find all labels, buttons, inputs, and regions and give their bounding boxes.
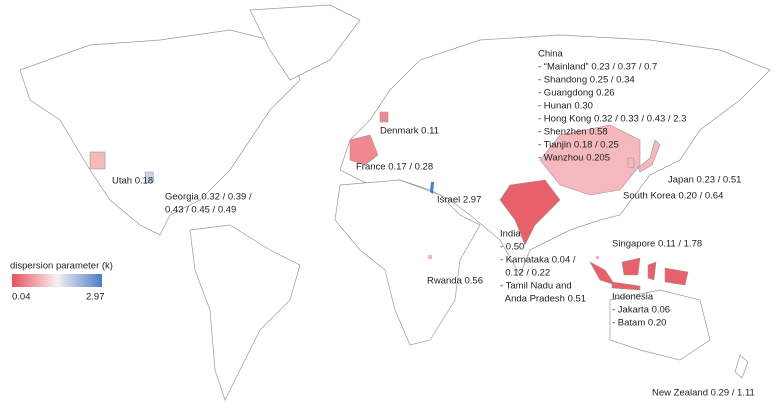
legend-gradient bbox=[12, 274, 102, 287]
annotation-line: Georgia 0.32 / 0.39 / bbox=[165, 191, 252, 202]
japan bbox=[637, 139, 661, 173]
south-america bbox=[189, 224, 301, 401]
denmark bbox=[379, 111, 389, 123]
highlighted-regions bbox=[89, 111, 689, 291]
annotation-line: Utah 0.18 bbox=[112, 175, 153, 186]
australia bbox=[609, 289, 711, 361]
china bbox=[539, 124, 641, 196]
legend-max: 2.97 bbox=[86, 291, 105, 302]
africa bbox=[334, 179, 481, 346]
south-korea bbox=[627, 157, 635, 169]
annotation-line: 0.43 / 0.45 / 0.49 bbox=[165, 204, 236, 215]
new-zealand bbox=[734, 354, 749, 379]
annotations: China - “Mainland” 0.23 / 0.37 / 0.7 - Sha… bbox=[112, 48, 755, 398]
annotation-line: - Batam 0.20 bbox=[612, 317, 666, 328]
annotation-line: France 0.17 / 0.28 bbox=[356, 161, 433, 172]
land-masses bbox=[19, 4, 771, 401]
annotation-line: Denmark 0.11 bbox=[380, 125, 439, 136]
annotation-line: South Korea 0.20 / 0.64 bbox=[623, 190, 723, 201]
annotation-line: China bbox=[538, 48, 564, 59]
legend-min: 0.04 bbox=[12, 291, 31, 302]
annotation-line: Japan 0.23 / 0.51 bbox=[668, 174, 741, 185]
annotation-line: 0.12 / 0.22 bbox=[500, 267, 550, 278]
indonesia bbox=[589, 257, 689, 291]
georgia-us bbox=[144, 171, 155, 184]
annotation-line: Israel 2.97 bbox=[437, 194, 481, 205]
annotation-line: Anda Pradesh 0.51 bbox=[500, 293, 586, 304]
annotation-line: New Zealand 0.29 / 1.11 bbox=[652, 387, 755, 398]
annotation-line: - Tamil Nadu and bbox=[500, 280, 572, 291]
annotation-line: - “Mainland” 0.23 / 0.37 / 0.7 bbox=[538, 61, 657, 72]
utah bbox=[89, 151, 106, 170]
annotation-line: - Shenzhen 0.58 bbox=[538, 126, 608, 137]
annotation-line: India bbox=[500, 228, 521, 239]
annotation-line: - Jakarta 0.06 bbox=[612, 304, 670, 315]
singapore bbox=[596, 256, 599, 259]
annotation-line: - Hong Kong 0.32 / 0.33 / 0.43 / 2.3 bbox=[538, 113, 686, 124]
annotation-line: Singapore 0.11 / 1.78 bbox=[612, 238, 702, 249]
annotation-line: Rwanda 0.56 bbox=[427, 275, 483, 286]
annotation-line: - Wanzhou 0.205 bbox=[538, 152, 610, 163]
israel bbox=[430, 182, 434, 194]
annotation-line: Indonesia bbox=[612, 291, 654, 302]
rwanda bbox=[428, 255, 432, 259]
annotation-line: - Hunan 0.30 bbox=[538, 100, 593, 111]
greenland bbox=[249, 4, 361, 81]
legend: dispersion parameter (k) 0.04 2.97 bbox=[10, 260, 113, 302]
annotation-line: - 0.50 bbox=[500, 241, 524, 252]
annotation-line: - Shandong 0.25 / 0.34 bbox=[538, 74, 635, 85]
legend-title: dispersion parameter (k) bbox=[10, 260, 113, 271]
annotation-line: - Guangdong 0.26 bbox=[538, 87, 615, 98]
annotation-line: - Tianjin 0.18 / 0.25 bbox=[538, 139, 619, 150]
annotation-line: - Karnataka 0.04 / bbox=[500, 254, 576, 265]
north-america bbox=[19, 29, 301, 236]
france bbox=[349, 134, 379, 166]
india bbox=[499, 179, 561, 246]
